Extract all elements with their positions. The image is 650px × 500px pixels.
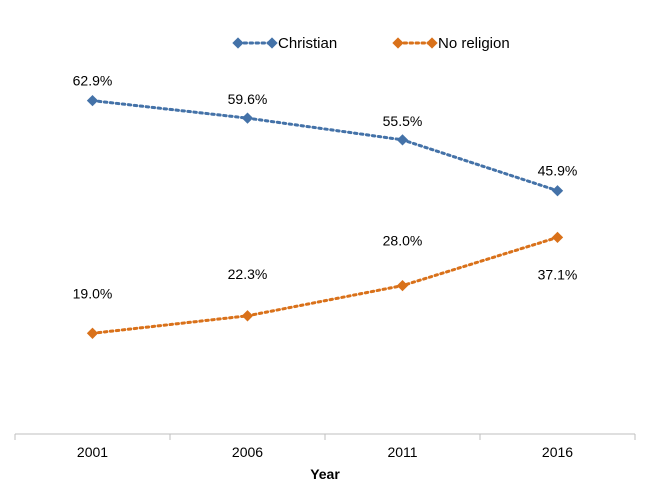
data-point-no-religion[interactable] xyxy=(86,327,99,339)
x-tick-label: 2001 xyxy=(77,444,108,460)
data-labels: 62.9% 59.6% 55.5% 45.9% 19.0% 22.3% 28.0% 37.1% xyxy=(73,73,578,302)
data-label-christian: 55.5% xyxy=(383,113,423,129)
data-point-no-religion[interactable] xyxy=(396,279,409,292)
data-label-christian: 59.6% xyxy=(228,91,268,107)
legend-item-no-religion[interactable]: No religion xyxy=(392,32,510,54)
data-label-no-religion: 22.3% xyxy=(228,266,268,282)
x-axis-title: Year xyxy=(310,466,340,482)
data-label-no-religion: 28.0% xyxy=(383,233,423,249)
legend-label-christian: Christian xyxy=(278,34,338,52)
data-point-christian[interactable] xyxy=(551,185,564,197)
data-label-no-religion: 19.0% xyxy=(73,285,113,301)
legend: Christian No religion xyxy=(0,32,650,54)
series-line-christian xyxy=(91,99,559,193)
x-tick-label: 2016 xyxy=(542,444,573,460)
plot-series xyxy=(86,94,564,339)
data-label-christian: 62.9% xyxy=(73,73,113,89)
x-tick-label: 2011 xyxy=(387,444,417,460)
data-label-christian: 45.9% xyxy=(538,163,578,179)
data-point-no-religion[interactable] xyxy=(551,231,564,244)
legend-label-no-religion: No religion xyxy=(438,34,510,52)
legend-marker-no-religion xyxy=(392,37,438,49)
data-point-no-religion[interactable] xyxy=(241,310,254,322)
data-point-christian[interactable] xyxy=(241,112,254,124)
x-tick-label: 2006 xyxy=(232,444,263,460)
legend-item-christian[interactable]: Christian xyxy=(232,32,337,54)
series-line-no-religion xyxy=(91,235,559,335)
data-point-christian[interactable] xyxy=(86,94,99,107)
data-label-no-religion: 37.1% xyxy=(538,266,578,282)
data-point-christian[interactable] xyxy=(396,134,409,146)
x-axis-ticks: 2001 2006 2011 2016 xyxy=(14,434,636,460)
legend-marker-christian xyxy=(232,37,278,49)
